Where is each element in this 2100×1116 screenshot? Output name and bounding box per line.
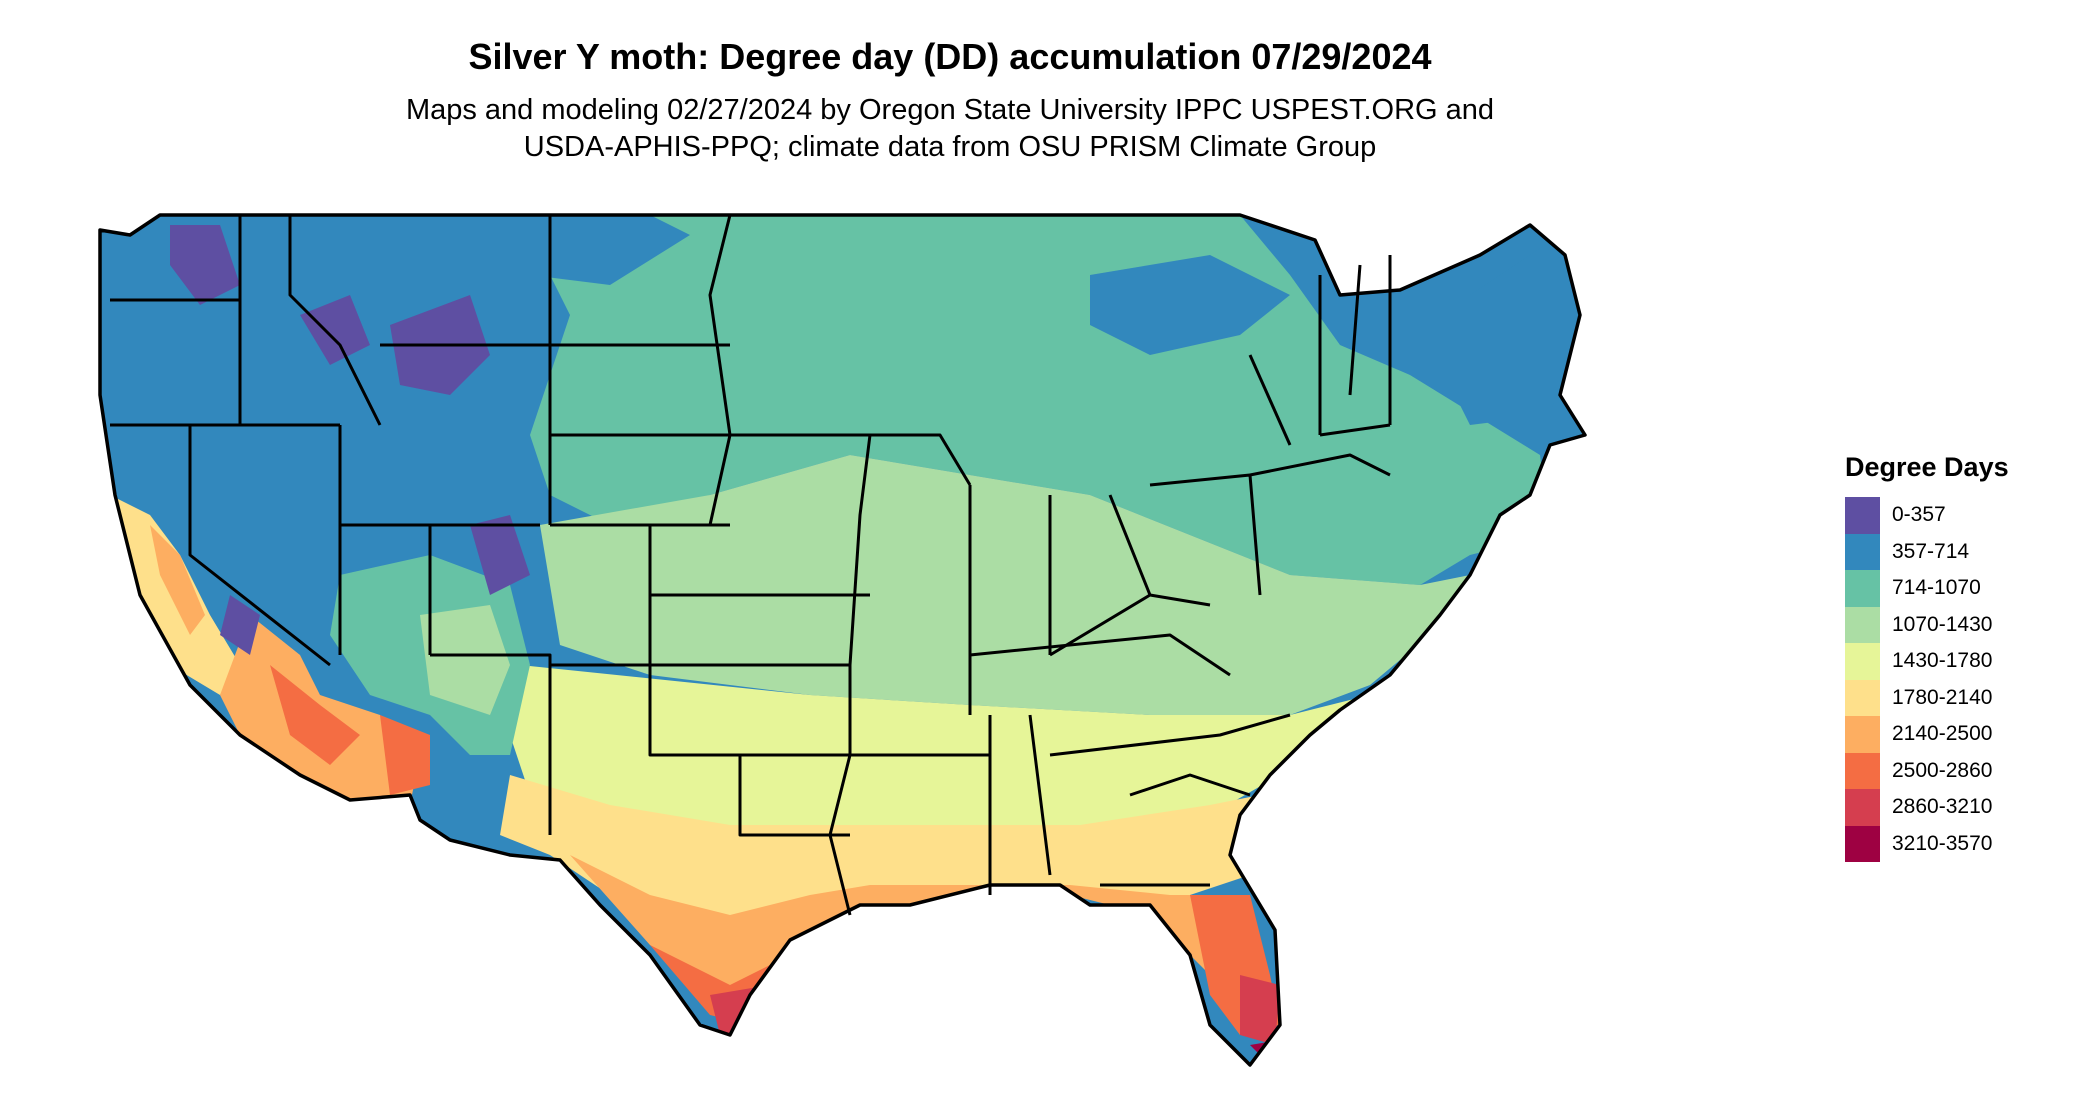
legend-swatch: [1845, 643, 1880, 680]
legend-item: 1070-1430: [1845, 606, 2009, 643]
us-outline: [98, 213, 1587, 1067]
legend-label: 0-357: [1892, 503, 1946, 527]
legend-item: 1430-1780: [1845, 643, 2009, 680]
legend-label: 2140-2500: [1892, 722, 1993, 746]
legend-item: 3210-3570: [1845, 825, 2009, 862]
legend-swatch: [1845, 570, 1880, 607]
legend-label: 1430-1780: [1892, 649, 1993, 673]
legend-title: Degree Days: [1845, 452, 2009, 482]
legend-swatch: [1845, 606, 1880, 643]
legend-label: 2500-2860: [1892, 758, 1993, 782]
legend-item: 0-357: [1845, 497, 2009, 534]
legend-item: 714-1070: [1845, 570, 2009, 607]
legend-item: 2860-3210: [1845, 789, 2009, 826]
map-title: Silver Y moth: Degree day (DD) accumulat…: [468, 36, 1432, 77]
legend-swatch: [1845, 752, 1880, 789]
legend-swatch: [1845, 825, 1880, 862]
legend-swatch: [1845, 716, 1880, 753]
legend-label: 3210-3570: [1892, 831, 1993, 855]
legend-label: 714-1070: [1892, 576, 1981, 600]
subtitle-line-2: USDA-APHIS-PPQ; climate data from OSU PR…: [523, 131, 1377, 163]
legend-item: 2140-2500: [1845, 716, 2009, 753]
legend-label: 1780-2140: [1892, 685, 1993, 709]
state-borders: [110, 214, 1392, 916]
legend-swatch: [1845, 789, 1880, 826]
map-subtitle: Maps and modeling 02/27/2024 by Oregon S…: [0, 92, 1900, 166]
us-degree-day-map: [98, 213, 1587, 1067]
legend-label: 357-714: [1892, 539, 1970, 563]
legend-item: 357-714: [1845, 533, 2009, 570]
legend-item: 2500-2860: [1845, 752, 2009, 789]
legend-label: 2860-3210: [1892, 795, 1993, 819]
legend-swatch: [1845, 533, 1880, 570]
legend-swatch: [1845, 497, 1880, 534]
subtitle-line-1: Maps and modeling 02/27/2024 by Oregon S…: [405, 94, 1495, 126]
legend-item: 1780-2140: [1845, 679, 2009, 716]
degree-day-fill: [100, 215, 1585, 1065]
legend-label: 1070-1430: [1892, 612, 1993, 636]
legend: Degree Days 0-357 357-714 714-1070 1070-…: [1845, 452, 2009, 862]
legend-swatch: [1845, 679, 1880, 716]
